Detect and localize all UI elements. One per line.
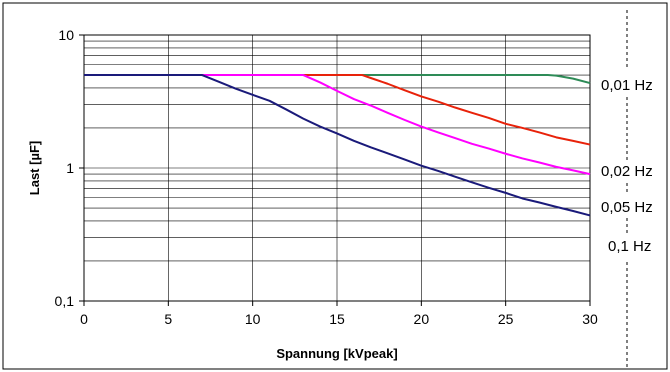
x-tick-label: 10	[245, 311, 261, 327]
series-line-0-05-hz	[84, 74, 591, 176]
x-tick-label: 25	[498, 311, 514, 327]
series-line-0-1-hz	[84, 74, 591, 217]
series-label-0-02-hz: 0,02 Hz	[601, 163, 653, 180]
x-tick-label: 30	[582, 311, 598, 327]
x-axis-title: Spannung [kVpeak]	[276, 346, 397, 361]
x-tick-label: 15	[329, 311, 345, 327]
series-label-0-1-hz: 0,1 Hz	[608, 238, 651, 255]
y-axis-title: Last [µF]	[27, 141, 42, 195]
y-tick-label: 10	[58, 27, 74, 43]
x-tick-label: 5	[164, 311, 172, 327]
series-line-0-01-hz	[84, 74, 591, 85]
y-tick-label: 0,1	[55, 293, 75, 309]
series-labels: 0,01 Hz 0,02 Hz 0,05 Hz 0,1 Hz	[601, 77, 653, 255]
y-tick-label: 1	[66, 160, 74, 176]
x-tick-label: 20	[414, 311, 430, 327]
x-axis-ticks: 0 5 10 15 20 25 30	[80, 301, 598, 327]
series-label-0-01-hz: 0,01 Hz	[601, 77, 653, 94]
series-line-0-02-hz	[84, 74, 591, 146]
series-label-0-05-hz: 0,05 Hz	[601, 199, 653, 216]
x-tick-label: 0	[80, 311, 88, 327]
series-lines	[84, 74, 591, 217]
y-axis-ticks: 0,1 1 10	[55, 27, 84, 309]
